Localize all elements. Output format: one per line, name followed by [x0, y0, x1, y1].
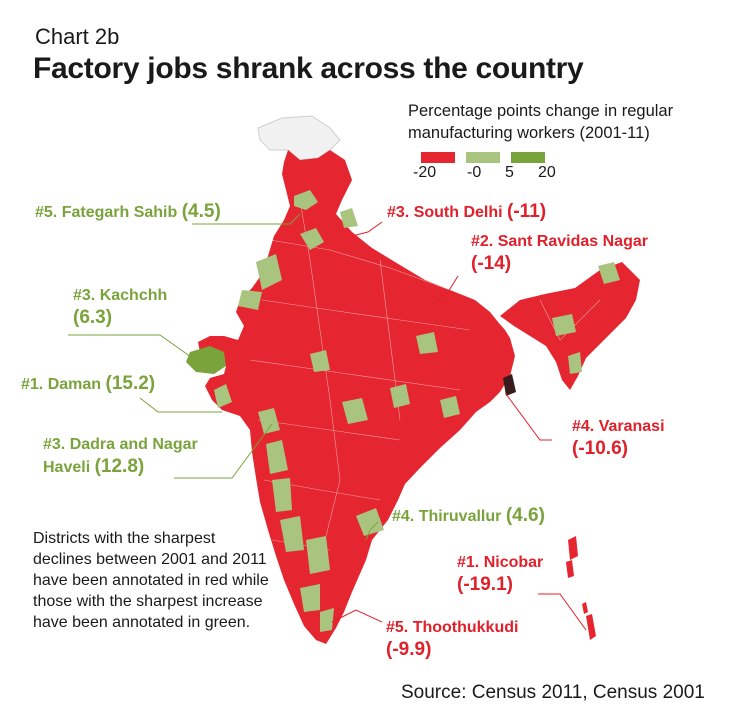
chart-note: Districts with the sharpest declines bet…: [33, 530, 269, 631]
legend-tick: -0: [467, 164, 482, 181]
annotation-name-line2: Haveli: [43, 459, 91, 476]
legend-tick: 20: [538, 164, 556, 181]
legend-tick: 5: [505, 164, 514, 181]
annotation-name: #3. South Delhi: [387, 204, 503, 221]
annotation-value: (4.5): [181, 201, 221, 222]
annotation-sant-ravidas-nagar: #2. Sant Ravidas Nagar (-14): [471, 231, 648, 275]
chart-source: Source: Census 2011, Census 2001: [401, 682, 705, 703]
positive-leader-lines: [68, 213, 379, 541]
annotation-dadra-nagar-haveli: #3. Dadra and Nagar Haveli (12.8): [43, 434, 198, 479]
annotation-value: (4.6): [505, 505, 545, 526]
annotation-fatehgarh-sahib: #5. Fategarh Sahib (4.5): [35, 201, 221, 224]
annotation-daman: #1. Daman (15.2): [21, 373, 155, 396]
legend-swatch-decline: [421, 152, 455, 163]
andaman-nicobar-islands: [566, 536, 596, 640]
annotation-value: (-10.6): [572, 438, 628, 459]
legend-swatch-small-increase: [466, 152, 500, 163]
annotation-kachchh: #3. Kachchh (6.3): [73, 285, 167, 329]
annotation-south-delhi: #3. South Delhi (-11): [387, 201, 546, 224]
chart-title: Factory jobs shrank across the country: [33, 52, 584, 85]
annotation-value: (12.8): [94, 456, 145, 477]
annotation-value: (15.2): [105, 373, 156, 394]
varanasi-district: [503, 374, 516, 396]
annotation-name: #5. Thoothukkudi: [386, 619, 519, 636]
annotation-name: #5. Fategarh Sahib: [35, 204, 178, 221]
annotation-value: (-14): [471, 253, 512, 274]
annotation-name: #3. Dadra and Nagar: [43, 436, 198, 453]
legend-title: Percentage points change in regular manu…: [408, 102, 674, 142]
annotation-value: (-11): [507, 201, 547, 222]
annotation-value: (6.3): [73, 307, 113, 328]
annotation-name: #3. Kachchh: [73, 287, 168, 304]
increase-districts: [214, 190, 620, 632]
annotation-name: #1. Daman: [21, 376, 102, 393]
annotation-varanasi: #4. Varanasi (-10.6): [572, 416, 665, 460]
annotation-name: #2. Sant Ravidas Nagar: [471, 233, 648, 250]
legend-swatch-large-increase: [511, 152, 545, 163]
annotation-value: (-19.1): [457, 574, 513, 595]
annotation-name: #4. Thiruvallur: [392, 508, 502, 525]
annotation-value: (-9.9): [386, 639, 432, 660]
annotation-thiruvallur: #4. Thiruvallur (4.6): [392, 505, 545, 528]
annotation-nicobar: #1. Nicobar (-19.1): [457, 552, 543, 596]
annotation-name: #4. Varanasi: [572, 418, 665, 435]
legend-tick: -20: [413, 164, 437, 181]
chart-kicker: Chart 2b: [35, 24, 120, 49]
annotation-thoothukkudi: #5. Thoothukkudi (-9.9): [386, 617, 518, 661]
annotation-name: #1. Nicobar: [457, 554, 544, 571]
kachchh-district: [186, 346, 226, 374]
negative-leader-lines: [331, 221, 587, 631]
